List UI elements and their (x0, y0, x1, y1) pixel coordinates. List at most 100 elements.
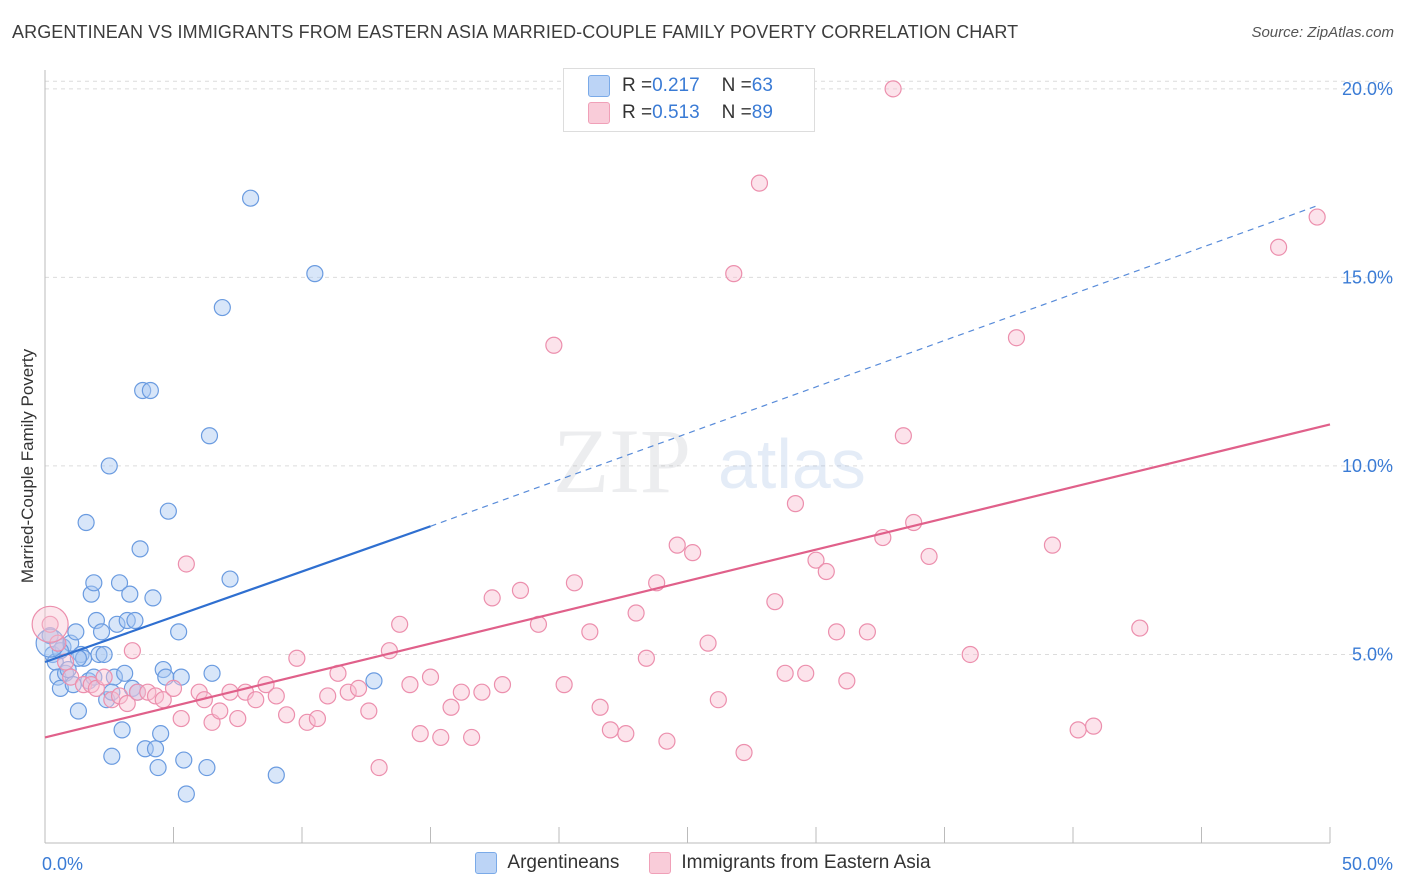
immigrant-point (709, 691, 727, 709)
argentinean-point (221, 570, 239, 588)
immigrant-point (555, 676, 573, 694)
argentinean-point (149, 758, 167, 777)
immigrant-point-large (31, 605, 69, 643)
immigrant-point (797, 664, 815, 682)
immigrant-point (565, 574, 584, 592)
x-tick-label: 50.0% (1342, 854, 1393, 874)
immigrant-point (894, 427, 912, 445)
immigrant-point (349, 679, 368, 698)
argentinean-point (92, 623, 111, 641)
immigrant-point (164, 679, 183, 698)
immigrant-point (668, 536, 686, 554)
argentinean-point (126, 611, 144, 630)
immigrant-point (1308, 208, 1326, 226)
immigrant-point (601, 721, 620, 739)
immigrant-point (545, 336, 563, 354)
chart-title: ARGENTINEAN VS IMMIGRANTS FROM EASTERN A… (12, 22, 1019, 42)
immigrant-point (401, 676, 419, 694)
immigrant-point (277, 706, 296, 724)
immigrant-point (442, 698, 460, 716)
n-value: 63 (751, 75, 773, 96)
argentinean-point (242, 189, 260, 207)
source-label: Source: ZipAtlas.com (1251, 24, 1394, 41)
immigrant-point (463, 728, 481, 747)
immigrant-point (961, 645, 979, 664)
argentinean-point (95, 645, 113, 664)
immigrant-point (581, 623, 599, 641)
immigrant-point (684, 544, 702, 562)
y-tick-label: 15.0% (1342, 267, 1393, 287)
y-tick-label: 10.0% (1342, 456, 1393, 476)
immigrant-point (391, 615, 409, 633)
argentinean-point (116, 664, 134, 682)
argentinean-point (146, 740, 165, 758)
argentineans-trend-extension (430, 205, 1318, 527)
n-value: 89 (751, 102, 773, 123)
argentinean-point (103, 747, 121, 765)
blue-swatch (475, 852, 498, 874)
argentinean-point (267, 766, 285, 784)
immigrant-point (95, 668, 113, 686)
argentinean-point (90, 645, 108, 664)
immigrant-point (827, 623, 846, 641)
immigrant-point (1269, 238, 1288, 256)
immigrants-trend-line (44, 423, 1331, 739)
argentinean-point (113, 721, 131, 739)
immigrant-point (1069, 721, 1087, 739)
immigrant-point (766, 593, 784, 611)
immigrant-point (360, 702, 378, 720)
immigrant-point (750, 174, 769, 192)
immigrant-point (308, 709, 327, 728)
immigrant-point (319, 687, 337, 705)
argentineans-trend-line (44, 525, 431, 664)
immigrant-point (1007, 329, 1026, 347)
immigrants-points (31, 80, 1326, 777)
immigrant-point (807, 551, 825, 569)
legend-label: Immigrants from Eastern Asia (681, 852, 931, 873)
argentinean-point (67, 623, 85, 641)
argentinean-point (177, 785, 195, 803)
immigrant-point (658, 732, 676, 750)
immigrant-point (229, 709, 247, 728)
n-label: N = (721, 75, 752, 96)
immigrant-point (591, 698, 609, 716)
argentineans-points (35, 189, 383, 803)
immigrant-point (298, 713, 316, 731)
stats-row-argentineans: R = 0.217 N = 63 (588, 73, 773, 99)
argentinean-point (198, 758, 216, 777)
immigrant-point (858, 623, 877, 641)
axes (44, 70, 1331, 844)
argentinean-point (159, 502, 177, 520)
immigrant-point (884, 80, 902, 98)
argentinean-point (69, 702, 88, 720)
immigrant-point (267, 687, 285, 705)
r-value: 0.513 (652, 102, 700, 123)
immigrant-point (49, 634, 67, 652)
immigrant-point (735, 743, 753, 762)
immigrant-point (493, 676, 512, 694)
immigrant-point (473, 683, 491, 701)
argentinean-point (203, 664, 221, 682)
y-tick-label: 20.0% (1342, 79, 1393, 99)
immigrant-point (41, 615, 59, 633)
stats-row-immigrants: R = 0.513 N = 89 (588, 100, 773, 126)
immigrant-point (1084, 717, 1103, 735)
y-tick-label: 5.0% (1352, 644, 1393, 664)
series-legend: Argentineans Immigrants from Eastern Asi… (0, 852, 1406, 874)
immigrant-point (776, 664, 794, 682)
immigrant-point (432, 728, 450, 747)
argentinean-point (175, 751, 193, 769)
legend-label: Argentineans (507, 852, 620, 873)
immigrant-point (838, 672, 856, 690)
x-tick-label: 0.0% (42, 854, 83, 874)
immigrant-point (339, 683, 357, 701)
argentinean-point (141, 381, 159, 400)
immigrant-point (247, 691, 265, 709)
watermark-zip: ZIP (553, 410, 691, 512)
argentinean-point (152, 725, 170, 743)
pink-swatch (649, 852, 672, 874)
argentinean-point (131, 540, 149, 558)
immigrant-point (62, 668, 80, 686)
argentinean-point (51, 679, 70, 698)
